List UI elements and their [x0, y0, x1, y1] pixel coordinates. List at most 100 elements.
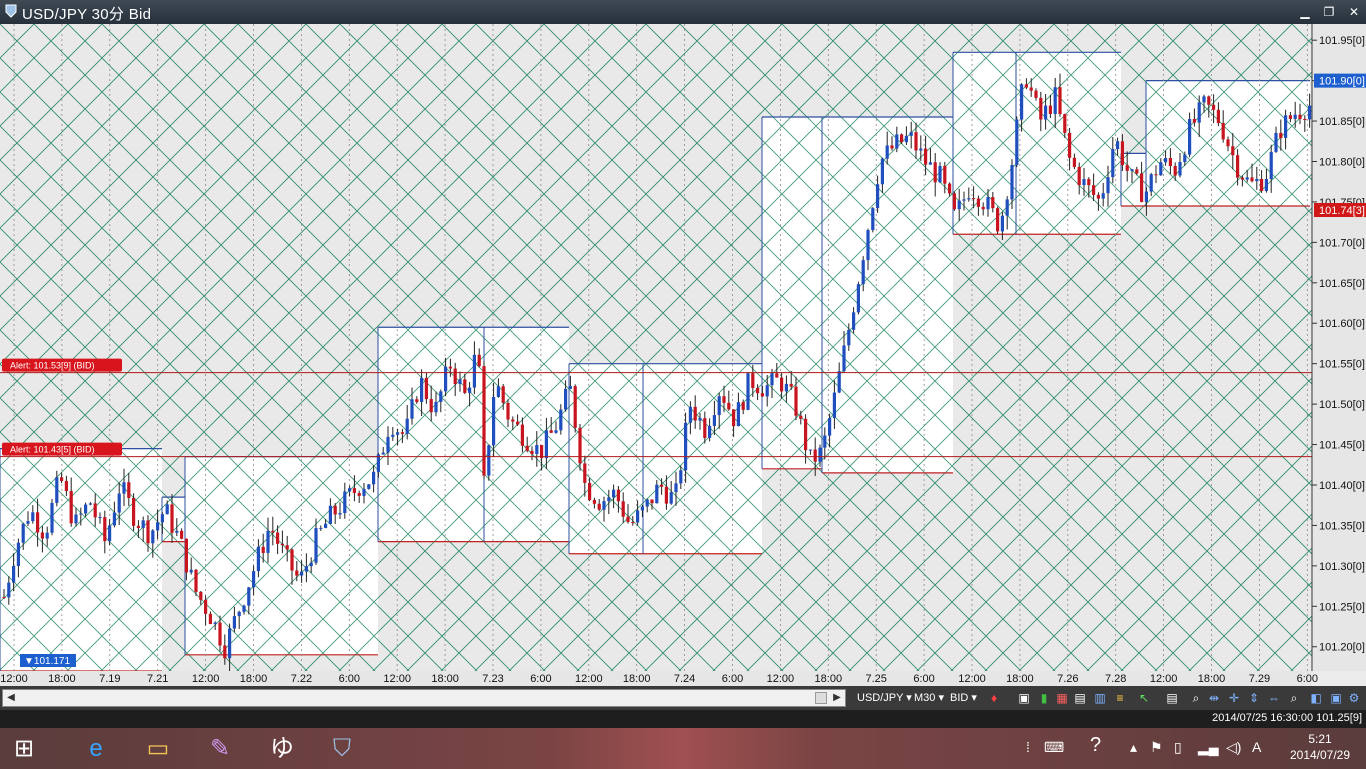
internet-explorer-icon[interactable]: e — [89, 735, 103, 762]
price-tick-label: 101.70[0] — [1319, 237, 1365, 249]
candle-body — [127, 482, 131, 498]
system-clock[interactable]: 5:21 2014/07/29 — [1278, 731, 1362, 763]
price-tick-label: 101.50[0] — [1319, 399, 1365, 411]
candle-icon[interactable]: ▮ — [1040, 691, 1048, 705]
candle-body — [1034, 90, 1038, 98]
candle-body — [324, 523, 328, 528]
help-icon[interactable]: ? — [1090, 734, 1102, 756]
close-button[interactable]: ✕ — [1348, 5, 1360, 19]
candle-body — [679, 470, 683, 484]
paint-icon[interactable]: ✎ — [209, 735, 231, 762]
candle-body — [280, 543, 284, 546]
time-tick-label: 18:00 — [240, 673, 268, 685]
snap-icon[interactable]: ▣ — [1330, 691, 1342, 705]
candle-body — [98, 517, 102, 519]
box-grid — [0, 448, 162, 671]
candle-body — [1120, 141, 1124, 166]
minimize-button[interactable]: ▁ — [1300, 5, 1310, 19]
candle-body — [972, 198, 976, 200]
candle-body — [141, 520, 145, 528]
time-tick-label: 7.28 — [1105, 673, 1126, 685]
app-yu-icon[interactable]: ゆ — [270, 735, 294, 762]
indicator-icon[interactable]: ≡ — [1116, 691, 1124, 705]
scroll-left-icon[interactable]: ◀ — [7, 692, 15, 703]
time-tick-label: 6:00 — [722, 673, 743, 685]
battery-icon[interactable]: ▯ — [1174, 739, 1182, 755]
crosshair-icon[interactable]: ✛ — [1228, 691, 1240, 705]
candle-body — [2, 597, 6, 599]
restore-button[interactable]: ❐ — [1323, 5, 1335, 19]
candle-body — [602, 501, 606, 510]
candle-body — [448, 366, 452, 369]
candle-body — [247, 587, 251, 606]
candle-body — [804, 418, 808, 451]
object-list-icon[interactable]: ▤ — [1166, 691, 1178, 705]
candle-body — [424, 377, 428, 400]
cursor-icon[interactable]: ↖ — [1138, 691, 1150, 705]
candle-body — [1216, 109, 1220, 123]
candle-body — [996, 208, 1000, 232]
settings-icon[interactable]: ⚙ — [1348, 691, 1360, 705]
candle-body — [232, 616, 236, 629]
candle-body — [616, 489, 620, 502]
file-explorer-icon[interactable]: ▭ — [146, 735, 170, 762]
keyboard-icon[interactable]: ⌨ — [1044, 739, 1065, 755]
candle-body — [607, 497, 611, 502]
expand-icon[interactable]: ⇔ — [1268, 691, 1280, 705]
candle-body — [444, 366, 448, 392]
time-axis — [0, 671, 1312, 686]
candle-body — [626, 516, 630, 523]
scroll-right-icon[interactable]: ▶ — [833, 692, 841, 703]
candle-body — [352, 488, 356, 494]
candle-body — [160, 514, 164, 523]
candle-body — [1010, 164, 1014, 200]
candle-body — [885, 145, 889, 159]
trading-app-icon[interactable]: ⛉ — [333, 735, 351, 762]
candle-body — [420, 377, 424, 402]
bar-icon[interactable]: ▦ — [1056, 691, 1068, 705]
zoom-out-icon[interactable]: ⌕ — [1290, 691, 1298, 705]
snap-left-icon[interactable]: ◧ — [1310, 691, 1322, 705]
timeframe-select[interactable]: M30 ▾ — [914, 692, 944, 704]
layout-icon[interactable]: ▥ — [1094, 691, 1106, 705]
candle-body — [775, 373, 779, 378]
candle-body — [948, 183, 952, 194]
side-select[interactable]: BID ▾ — [950, 692, 977, 704]
ime-mode[interactable]: A — [1252, 739, 1262, 755]
time-tick-label: 7.21 — [147, 673, 168, 685]
price-tick-label: 101.40[0] — [1319, 480, 1365, 492]
candle-body — [573, 386, 577, 428]
candle-body — [1260, 178, 1264, 191]
price-tick-label: 101.65[0] — [1319, 278, 1365, 290]
candle-body — [1144, 191, 1148, 202]
signal-icon[interactable]: ▂▄ — [1198, 739, 1219, 755]
tray-dots-icon[interactable]: ⁞ — [1026, 739, 1030, 755]
candle-body — [1077, 166, 1081, 186]
candle-body — [525, 445, 529, 451]
chart-scrollbar[interactable]: ◀ ▶ — [2, 689, 846, 707]
flag-icon[interactable]: ⚑ — [1150, 739, 1163, 755]
alert-bell-icon[interactable]: ♦ — [990, 691, 998, 705]
tray-up-icon[interactable]: ▴ — [1130, 739, 1138, 755]
candle-body — [511, 419, 515, 422]
line-icon[interactable]: ▤ — [1074, 691, 1086, 705]
fit-icon[interactable]: ⇕ — [1248, 691, 1260, 705]
candle-body — [895, 134, 899, 149]
zoom-icon[interactable]: ⌕ — [1192, 691, 1200, 705]
time-tick-label: 18:00 — [1006, 673, 1034, 685]
candle-body — [429, 399, 433, 413]
time-tick-label: 18:00 — [815, 673, 843, 685]
price-axis — [1313, 24, 1366, 671]
symbol-select[interactable]: USD/JPY ▾ — [857, 692, 912, 704]
volume-icon[interactable]: ◁) — [1226, 739, 1242, 755]
candle-body — [468, 387, 472, 393]
candle-body — [1245, 177, 1249, 180]
candle-body — [1000, 215, 1004, 232]
scroll-thumb[interactable] — [815, 692, 827, 704]
time-tick-label: 6:00 — [1297, 673, 1318, 685]
candlestick-chart[interactable]: Alert: 101.53[9] (BID) Alert: 101.43[5] (… — [0, 24, 1366, 686]
windows-start-icon[interactable]: ⊞ — [13, 735, 35, 762]
clock-time: 5:21 — [1308, 732, 1332, 746]
chart-window-icon[interactable]: ▣ — [1018, 691, 1030, 705]
scale-icon[interactable]: ⇹ — [1208, 691, 1220, 705]
